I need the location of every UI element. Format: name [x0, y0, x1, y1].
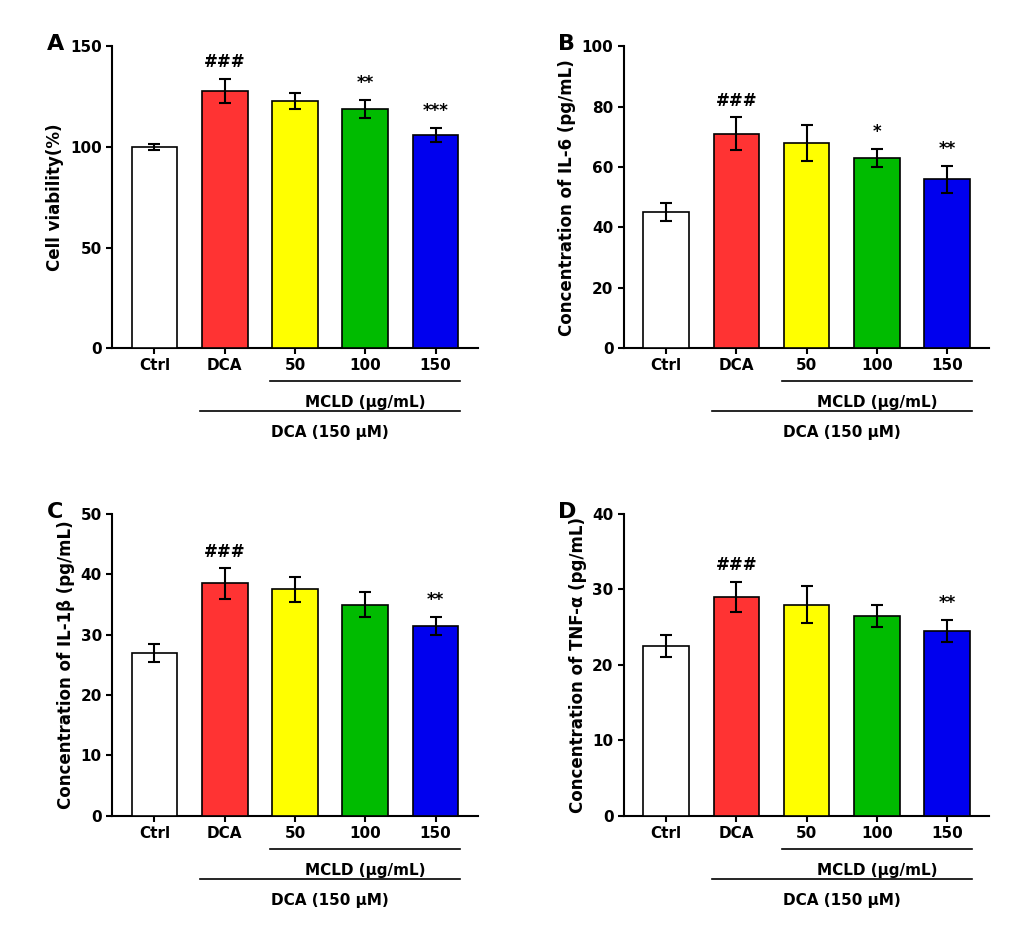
Bar: [853, 616, 899, 816]
Bar: [272, 590, 318, 816]
Text: ###: ###: [204, 543, 246, 561]
Text: DCA (150 μM): DCA (150 μM): [783, 425, 900, 440]
Bar: [923, 179, 969, 348]
Bar: [342, 604, 387, 816]
Text: C: C: [47, 502, 63, 522]
Y-axis label: Concentration of TNF-α (pg/mL): Concentration of TNF-α (pg/mL): [568, 517, 586, 813]
Bar: [713, 133, 758, 348]
Text: *: *: [872, 123, 880, 142]
Text: ***: ***: [422, 102, 448, 121]
Text: MCLD (μg/mL): MCLD (μg/mL): [305, 862, 425, 878]
Bar: [413, 134, 458, 348]
Text: A: A: [47, 34, 63, 55]
Bar: [413, 626, 458, 816]
Text: MCLD (μg/mL): MCLD (μg/mL): [816, 862, 936, 878]
Text: B: B: [557, 34, 575, 55]
Text: DCA (150 μM): DCA (150 μM): [271, 893, 388, 908]
Text: **: **: [357, 74, 374, 92]
Text: **: **: [427, 591, 443, 609]
Bar: [713, 597, 758, 816]
Y-axis label: Concentration of IL-6 (pg/mL): Concentration of IL-6 (pg/mL): [557, 58, 576, 336]
Text: DCA (150 μM): DCA (150 μM): [783, 893, 900, 908]
Text: D: D: [557, 502, 576, 522]
Text: MCLD (μg/mL): MCLD (μg/mL): [816, 395, 936, 410]
Bar: [643, 212, 688, 348]
Bar: [272, 101, 318, 348]
Text: ###: ###: [204, 53, 246, 71]
Bar: [202, 583, 248, 816]
Text: **: **: [937, 594, 955, 612]
Y-axis label: Concentration of IL-1β (pg/mL): Concentration of IL-1β (pg/mL): [57, 521, 74, 809]
Y-axis label: Cell viability(%): Cell viability(%): [47, 123, 64, 271]
Text: ###: ###: [715, 556, 756, 575]
Bar: [783, 604, 828, 816]
Bar: [923, 631, 969, 816]
Bar: [131, 653, 177, 816]
Bar: [342, 108, 387, 348]
Bar: [783, 143, 828, 348]
Text: ###: ###: [715, 92, 756, 109]
Bar: [202, 91, 248, 348]
Text: **: **: [937, 140, 955, 158]
Bar: [131, 146, 177, 348]
Text: MCLD (μg/mL): MCLD (μg/mL): [305, 395, 425, 410]
Bar: [643, 646, 688, 816]
Bar: [853, 158, 899, 348]
Text: DCA (150 μM): DCA (150 μM): [271, 425, 388, 440]
